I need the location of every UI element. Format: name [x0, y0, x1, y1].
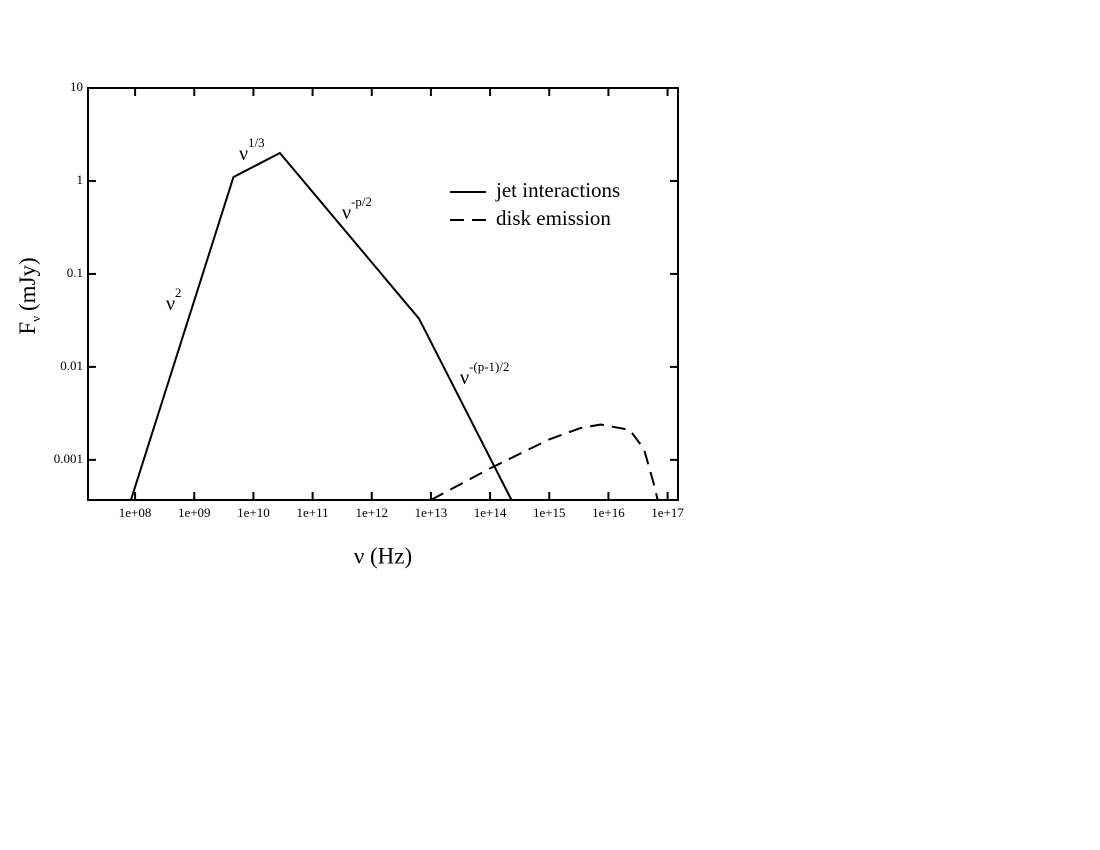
x-axis-label: ν (Hz) — [354, 543, 412, 568]
legend-label: disk emission — [496, 206, 611, 230]
annotation-text: ν — [239, 143, 248, 165]
x-tick-label: 1e+10 — [237, 505, 270, 520]
y-tick-label: 0.1 — [67, 265, 83, 280]
annotation: ν1/3 — [239, 135, 265, 165]
y-label-unit: (mJy) — [15, 257, 40, 311]
annotation-sup: 2 — [175, 285, 182, 300]
legend-label: jet interactions — [495, 178, 620, 202]
annotation-text: ν — [460, 367, 469, 389]
data-line — [129, 151, 513, 500]
y-tick-label: 1 — [77, 172, 84, 187]
x-tick-label: 1e+17 — [651, 505, 684, 520]
x-tick-label: 1e+13 — [415, 505, 448, 520]
x-tick-label: 1e+09 — [178, 505, 211, 520]
x-tick-label: 1e+11 — [297, 505, 329, 520]
annotation-sup: -(p-1)/2 — [469, 359, 509, 374]
x-tick-label: 1e+12 — [355, 505, 388, 520]
annotation: ν-(p-1)/2 — [460, 359, 509, 389]
y-tick-label: 0.01 — [60, 358, 83, 373]
annotation-text: ν — [166, 293, 175, 315]
y-axis-label: Fν (mJy) — [15, 257, 43, 334]
y-tick-label: 0.001 — [54, 451, 83, 466]
x-tick-label: 1e+08 — [119, 505, 152, 520]
y-tick-label: 10 — [70, 79, 83, 94]
annotation-text: ν — [342, 202, 351, 224]
y-label-sub: ν — [28, 316, 43, 322]
x-tick-label: 1e+15 — [533, 505, 566, 520]
annotation: ν-p/2 — [342, 194, 372, 224]
annotation-sup: -p/2 — [351, 194, 372, 209]
plot-frame — [87, 87, 679, 501]
plot-area — [129, 151, 659, 500]
x-tick-label: 1e+16 — [592, 505, 625, 520]
data-line — [430, 423, 659, 500]
x-tick-label: 1e+14 — [474, 505, 507, 520]
annotation: ν2 — [166, 285, 182, 315]
y-label-main: F — [15, 322, 40, 335]
annotation-sup: 1/3 — [248, 135, 265, 150]
